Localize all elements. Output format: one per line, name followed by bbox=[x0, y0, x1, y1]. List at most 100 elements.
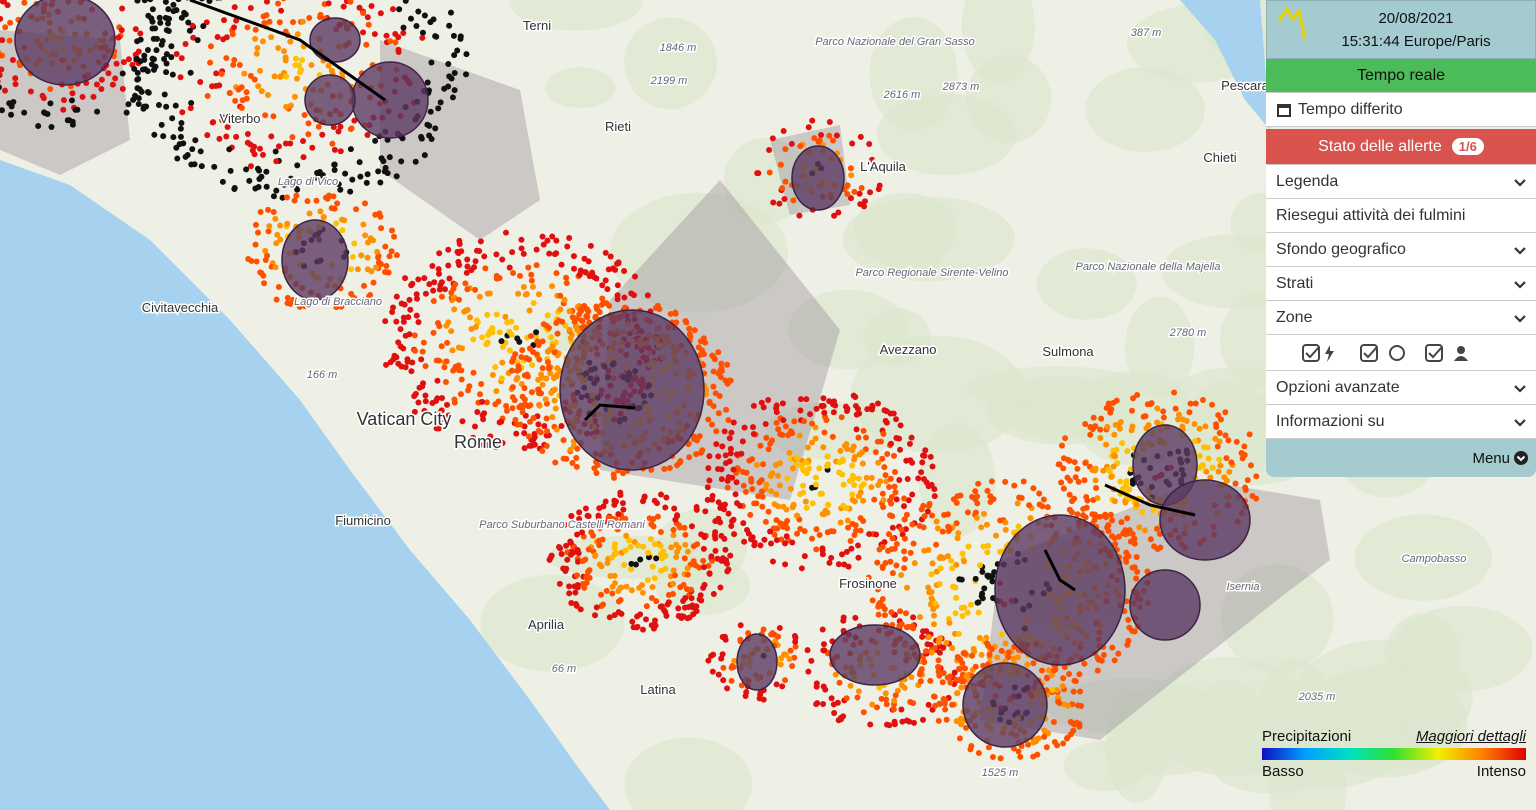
strike bbox=[776, 482, 783, 489]
strike bbox=[1124, 641, 1131, 648]
strike bbox=[699, 447, 706, 454]
strike bbox=[1030, 660, 1037, 667]
hill bbox=[883, 234, 944, 275]
strike bbox=[1124, 448, 1131, 455]
legend-link[interactable]: Maggiori dettagli bbox=[1415, 728, 1526, 745]
strike bbox=[692, 562, 699, 569]
strike bbox=[464, 263, 471, 270]
strike bbox=[773, 491, 780, 498]
menu-item[interactable]: Sfondo geografico bbox=[1266, 233, 1536, 267]
strike bbox=[436, 270, 443, 277]
strike bbox=[1119, 440, 1126, 447]
strike bbox=[712, 547, 719, 554]
strike bbox=[470, 369, 477, 376]
strike bbox=[801, 418, 808, 425]
strike bbox=[266, 18, 273, 25]
strike bbox=[1080, 512, 1087, 519]
header: 20/08/2021 15:31:44 Europe/Paris bbox=[1266, 0, 1536, 59]
strike bbox=[393, 293, 400, 300]
strike bbox=[722, 377, 729, 384]
strike bbox=[448, 289, 455, 296]
menu-item[interactable]: Informazioni su bbox=[1266, 405, 1536, 439]
strike bbox=[725, 566, 732, 573]
strike bbox=[781, 651, 788, 658]
menu-footer[interactable]: Menu bbox=[1266, 439, 1536, 477]
strike bbox=[293, 192, 300, 199]
strike bbox=[928, 649, 935, 656]
strike bbox=[961, 665, 968, 672]
toggle-icons[interactable] bbox=[1301, 342, 1501, 364]
strike bbox=[231, 186, 238, 193]
menu-item[interactable]: Riesegui attività dei fulmini bbox=[1266, 199, 1536, 233]
strike bbox=[4, 2, 11, 9]
strike bbox=[232, 97, 239, 104]
strike bbox=[137, 30, 144, 37]
strike bbox=[289, 134, 296, 141]
strike bbox=[962, 650, 969, 657]
menu-item[interactable]: Legenda bbox=[1266, 165, 1536, 199]
strike bbox=[959, 660, 966, 667]
menu-item[interactable]: Strati bbox=[1266, 267, 1536, 301]
strike bbox=[866, 141, 873, 148]
strike bbox=[0, 15, 4, 22]
strike bbox=[427, 19, 434, 26]
deferred-button[interactable]: Tempo differito bbox=[1266, 93, 1536, 127]
strike bbox=[828, 554, 835, 561]
strike bbox=[865, 574, 872, 581]
strike bbox=[372, 211, 379, 218]
strike bbox=[808, 657, 815, 664]
strike bbox=[830, 701, 837, 708]
strike bbox=[484, 339, 491, 346]
legend-title: Precipitazioni bbox=[1262, 728, 1352, 745]
strike bbox=[543, 415, 550, 422]
strike bbox=[704, 484, 711, 491]
strike bbox=[1124, 515, 1131, 522]
strike bbox=[243, 89, 250, 96]
strike bbox=[803, 504, 810, 511]
strike bbox=[139, 66, 146, 73]
strike bbox=[813, 481, 820, 488]
strike bbox=[910, 614, 917, 621]
strike bbox=[119, 70, 126, 77]
strike bbox=[1015, 748, 1022, 755]
realtime-button[interactable]: Tempo reale bbox=[1266, 59, 1536, 93]
strike bbox=[433, 33, 440, 40]
strike bbox=[765, 396, 772, 403]
alerts-button[interactable]: Stato delle allerte 1/6 bbox=[1266, 129, 1536, 165]
strike bbox=[859, 460, 866, 467]
menu-item[interactable]: Zone bbox=[1266, 301, 1536, 335]
strike bbox=[759, 503, 766, 510]
strike bbox=[1147, 536, 1154, 543]
strike bbox=[1239, 455, 1246, 462]
strike bbox=[1216, 430, 1223, 437]
strike bbox=[818, 490, 825, 497]
strike bbox=[160, 133, 167, 140]
strike bbox=[615, 526, 622, 533]
strike bbox=[317, 14, 324, 21]
strike bbox=[573, 572, 580, 579]
strike bbox=[457, 391, 464, 398]
strike bbox=[773, 402, 780, 409]
strike bbox=[886, 484, 893, 491]
strike bbox=[1054, 687, 1061, 694]
strike bbox=[522, 401, 529, 408]
menu-item[interactable]: Opzioni avanzate bbox=[1266, 371, 1536, 405]
time: 15:31:44 Europe/Paris bbox=[1341, 33, 1491, 50]
strike bbox=[377, 213, 384, 220]
strike bbox=[1215, 468, 1222, 475]
strike bbox=[581, 255, 588, 262]
strike bbox=[1002, 519, 1009, 526]
strike bbox=[377, 261, 384, 268]
strike bbox=[21, 0, 28, 6]
strike bbox=[287, 140, 294, 147]
strike bbox=[256, 176, 263, 183]
strike bbox=[539, 381, 546, 388]
strike bbox=[348, 266, 355, 273]
strike bbox=[558, 551, 565, 558]
strike bbox=[275, 0, 282, 7]
strike bbox=[998, 647, 1005, 654]
strike bbox=[448, 328, 455, 335]
strike bbox=[979, 568, 986, 575]
strike bbox=[686, 325, 693, 332]
strike bbox=[508, 367, 515, 374]
